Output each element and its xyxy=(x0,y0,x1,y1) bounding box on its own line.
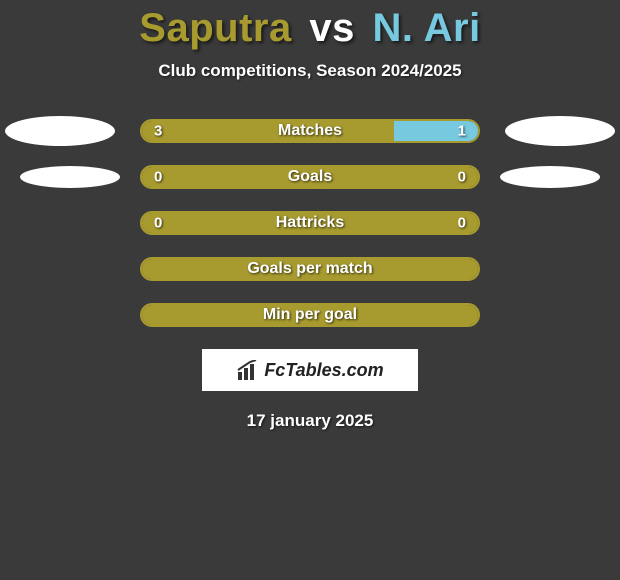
stat-value-left: 0 xyxy=(154,215,162,232)
stat-value-left: 0 xyxy=(154,169,162,186)
title: Saputra vs N. Ari xyxy=(139,6,480,51)
stat-row: 3 1 Matches xyxy=(0,119,620,143)
stat-label: Hattricks xyxy=(276,214,344,232)
player1-ellipse xyxy=(5,116,115,146)
logo-box: FcTables.com xyxy=(202,349,418,391)
stat-bar: 0 0 Goals xyxy=(140,165,480,189)
stat-row: 0 0 Goals xyxy=(0,165,620,189)
stat-value-right: 0 xyxy=(458,169,466,186)
stat-label: Matches xyxy=(278,122,342,140)
logo-chart-icon xyxy=(236,360,260,380)
stat-row: Min per goal xyxy=(0,303,620,327)
stat-value-right: 1 xyxy=(458,123,466,140)
stat-bar: Goals per match xyxy=(140,257,480,281)
stat-row: Goals per match xyxy=(0,257,620,281)
stat-bar: 3 1 Matches xyxy=(140,119,480,143)
player2-name: N. Ari xyxy=(372,6,480,50)
stat-rows: 3 1 Matches 0 0 Goals 0 0 Hattricks Goals per mat… xyxy=(0,119,620,327)
stat-label: Goals per match xyxy=(247,260,372,278)
stat-row: 0 0 Hattricks xyxy=(0,211,620,235)
bar-segment-left xyxy=(142,121,394,141)
stat-value-right: 0 xyxy=(458,215,466,232)
logo-text: FcTables.com xyxy=(264,360,383,381)
player1-name: Saputra xyxy=(139,6,291,50)
stat-bar: 0 0 Hattricks xyxy=(140,211,480,235)
stat-label: Goals xyxy=(288,168,332,186)
comparison-infographic: Saputra vs N. Ari Club competitions, Sea… xyxy=(0,0,620,431)
vs-text: vs xyxy=(309,6,355,50)
player2-ellipse xyxy=(500,166,600,188)
player1-ellipse xyxy=(20,166,120,188)
date-text: 17 january 2025 xyxy=(247,411,374,431)
stat-label: Min per goal xyxy=(263,306,357,324)
player2-ellipse xyxy=(505,116,615,146)
subtitle: Club competitions, Season 2024/2025 xyxy=(158,61,461,81)
stat-value-left: 3 xyxy=(154,123,162,140)
stat-bar: Min per goal xyxy=(140,303,480,327)
